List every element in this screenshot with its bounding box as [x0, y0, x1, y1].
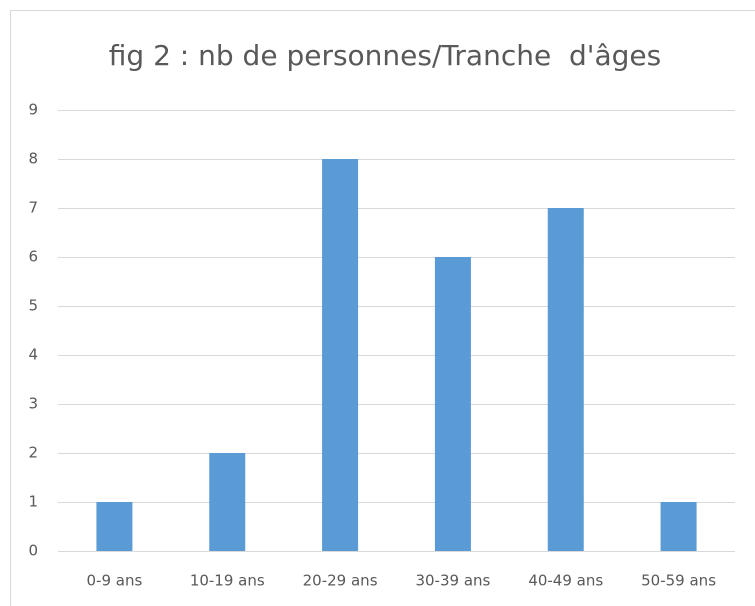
chart-border	[10, 10, 755, 606]
x-tick-label: 40-49 ans	[528, 572, 603, 590]
bar	[209, 453, 246, 551]
bar	[96, 502, 133, 551]
y-tick-label: 9	[28, 101, 38, 119]
y-tick-label: 0	[28, 542, 38, 560]
y-tick-label: 4	[28, 346, 38, 364]
y-tick-label: 2	[28, 444, 38, 462]
y-tick-label: 3	[28, 395, 38, 413]
bar	[434, 257, 471, 551]
y-tick-label: 6	[28, 248, 38, 266]
bar	[660, 502, 697, 551]
chart-title: fig 2 : nb de personnes/Tranche d'âges	[109, 39, 661, 72]
bar	[322, 159, 359, 551]
x-tick-label: 50-59 ans	[641, 572, 716, 590]
x-tick-label: 30-39 ans	[415, 572, 490, 590]
x-tick-label: 10-19 ans	[190, 572, 265, 590]
y-tick-label: 8	[28, 150, 38, 168]
bar	[547, 208, 584, 551]
y-tick-label: 5	[28, 297, 38, 315]
x-tick-label: 20-29 ans	[303, 572, 378, 590]
y-tick-label: 7	[28, 199, 38, 217]
x-tick-label: 0-9 ans	[87, 572, 143, 590]
y-tick-label: 1	[28, 493, 38, 511]
